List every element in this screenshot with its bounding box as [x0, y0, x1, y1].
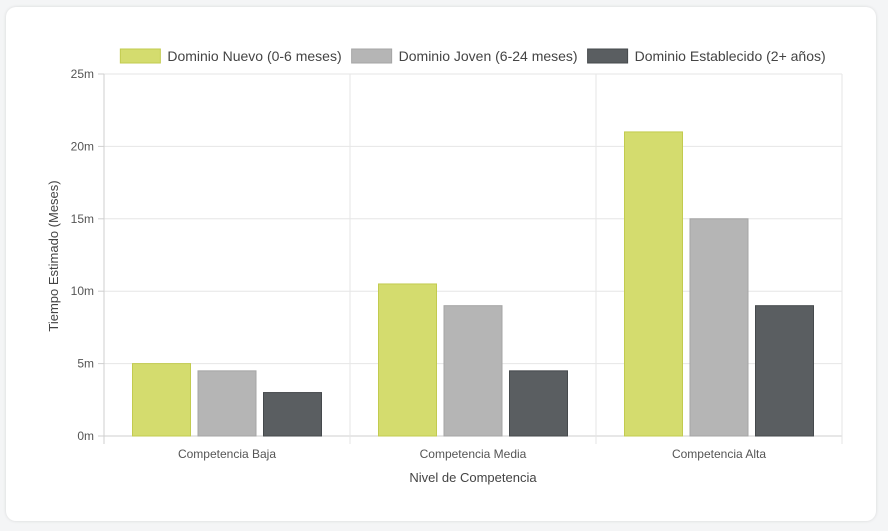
x-tick-label: Competencia Baja — [178, 447, 276, 461]
legend[interactable]: Dominio Nuevo (0-6 meses) Dominio Joven (… — [119, 48, 826, 64]
bar[interactable] — [689, 218, 749, 437]
x-tick-label: Competencia Media — [420, 447, 527, 461]
y-tick-label: 15m — [71, 212, 94, 226]
y-axis-ticks: 0m 5m 10m 15m 20m 25m — [71, 67, 94, 443]
y-axis-title: Tiempo Estimado (Meses) — [46, 180, 61, 331]
legend-swatch[interactable] — [587, 48, 629, 64]
bar[interactable] — [755, 305, 814, 437]
legend-label[interactable]: Dominio Nuevo (0-6 meses) — [167, 48, 341, 64]
bar[interactable] — [509, 370, 568, 437]
y-tick-label: 25m — [71, 67, 94, 81]
x-axis-title: Nivel de Competencia — [409, 470, 537, 485]
y-tick-label: 0m — [77, 429, 94, 443]
bar[interactable] — [624, 131, 683, 437]
bar[interactable] — [378, 283, 437, 437]
legend-swatch[interactable] — [351, 48, 393, 64]
legend-label[interactable]: Dominio Establecido (2+ años) — [635, 48, 826, 64]
y-tick-label: 20m — [71, 139, 94, 153]
y-tick-label: 10m — [71, 284, 94, 298]
legend-swatch[interactable] — [119, 48, 161, 64]
bars — [132, 131, 814, 437]
x-tick-label: Competencia Alta — [672, 447, 766, 461]
bar[interactable] — [443, 305, 503, 437]
bar[interactable] — [197, 370, 257, 437]
y-tick-label: 5m — [77, 357, 94, 371]
x-axis-ticks: Competencia Baja Competencia Media Compete… — [178, 447, 766, 461]
legend-label[interactable]: Dominio Joven (6-24 meses) — [399, 48, 578, 64]
bar[interactable] — [263, 392, 322, 437]
bar[interactable] — [132, 363, 191, 437]
